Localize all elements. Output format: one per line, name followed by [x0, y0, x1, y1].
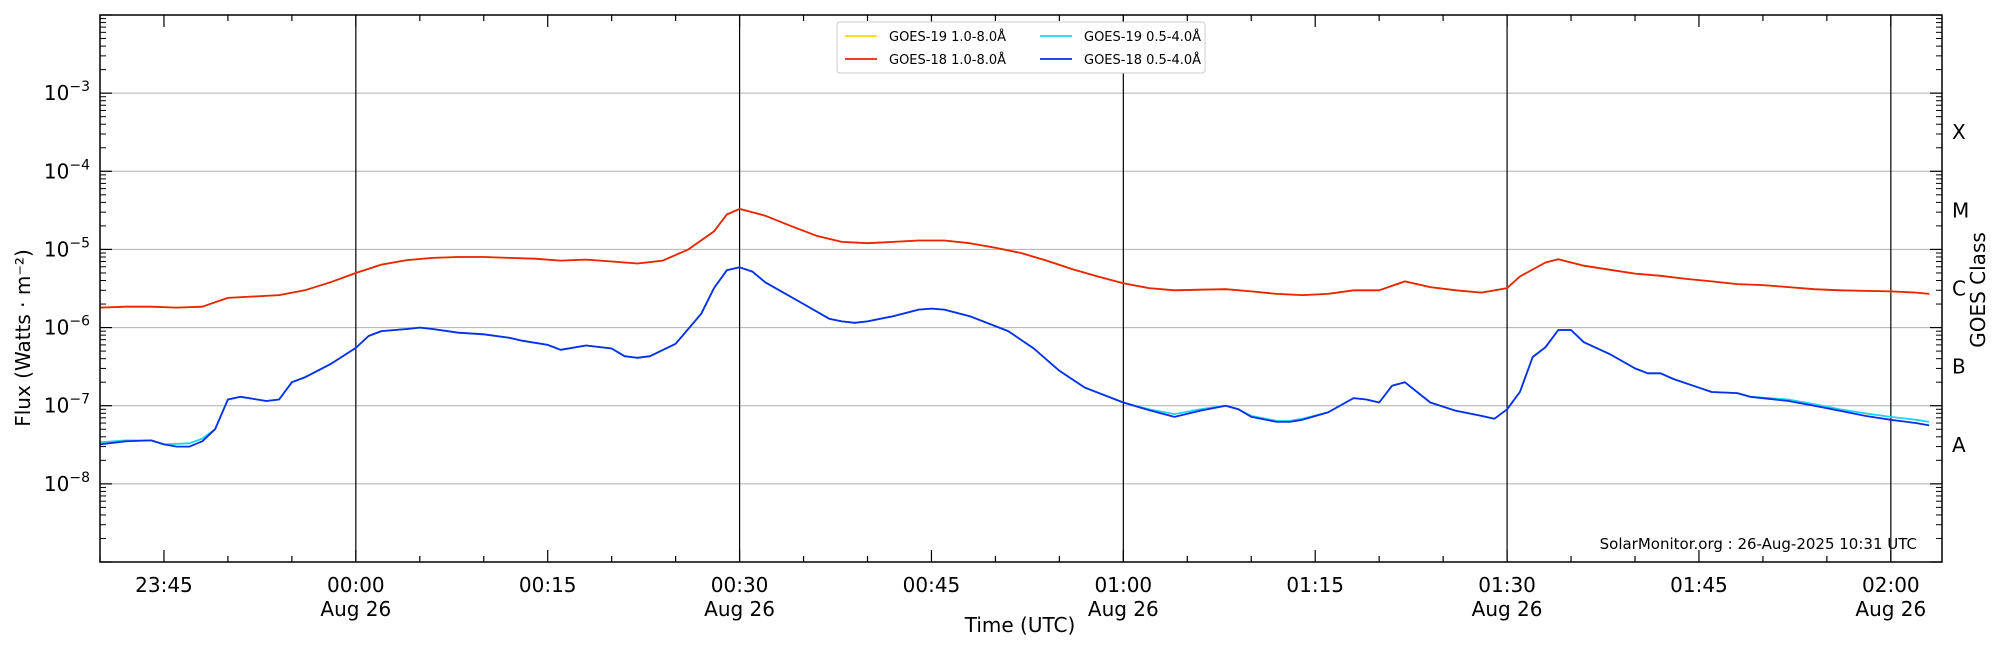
legend-box [836, 21, 1206, 74]
y-tick-label: 10−7 [44, 392, 90, 418]
x-tick-date-label: Aug 26 [1088, 597, 1159, 621]
x-tick-label: 00:45 [903, 573, 961, 597]
legend-label: GOES-19 0.5-4.0Å [1084, 29, 1201, 45]
credit-text: SolarMonitor.org : 26-Aug-2025 10:31 UTC [1600, 535, 1917, 553]
legend: GOES-19 1.0-8.0Å GOES-18 1.0-8.0Å GOES-19 … [836, 21, 1206, 74]
goes-class-label: A [1952, 433, 1966, 457]
x-tick-label: 23:45 [135, 573, 193, 597]
series-line [99, 208, 1930, 309]
y-tick-label: 10−6 [44, 314, 90, 340]
y-tick-label: 10−3 [44, 79, 90, 105]
x-tick-label: 02:00 [1862, 573, 1920, 597]
data-series [99, 208, 1930, 448]
series-line [99, 266, 1930, 448]
x-axis-label: Time (UTC) [964, 613, 1076, 637]
x-tick-date-label: Aug 26 [704, 597, 775, 621]
x-tick-label: 01:00 [1095, 573, 1153, 597]
legend-label: GOES-18 1.0-8.0Å [889, 52, 1006, 68]
legend-label: GOES-19 1.0-8.0Å [889, 29, 1006, 45]
y-axis-ticks: 10−8 10−7 10−6 10−5 10−4 10−3 [44, 14, 1942, 563]
x-tick-label: 00:30 [711, 573, 769, 597]
plot-frame [99, 14, 1943, 563]
legend-label: GOES-18 0.5-4.0Å [1084, 52, 1201, 68]
x-tick-label: 01:30 [1478, 573, 1536, 597]
goes-class-label: X [1952, 120, 1966, 144]
x-tick-date-label: Aug 26 [1855, 597, 1926, 621]
y-tick-label: 10−8 [44, 470, 90, 496]
x-tick-label: 00:15 [519, 573, 577, 597]
y-tick-label: 10−4 [44, 157, 90, 183]
grid-lines [100, 92, 1942, 485]
goes-class-label: C [1952, 277, 1966, 301]
goes-class-label: B [1952, 355, 1966, 379]
goes-class-label: M [1952, 198, 1969, 222]
x-tick-label: 01:15 [1286, 573, 1344, 597]
x-tick-date-label: Aug 26 [320, 597, 391, 621]
y-axis-label: Flux (Watts · m⁻²) [11, 249, 35, 427]
y-tick-label: 10−5 [44, 235, 90, 261]
x-tick-date-label: Aug 26 [1472, 597, 1543, 621]
x-tick-label: 00:00 [327, 573, 385, 597]
goes-class-axis-label: GOES Class [1966, 232, 1990, 348]
goes-class-labels: A B C M X [1952, 120, 1969, 457]
x-tick-label: 01:45 [1670, 573, 1728, 597]
